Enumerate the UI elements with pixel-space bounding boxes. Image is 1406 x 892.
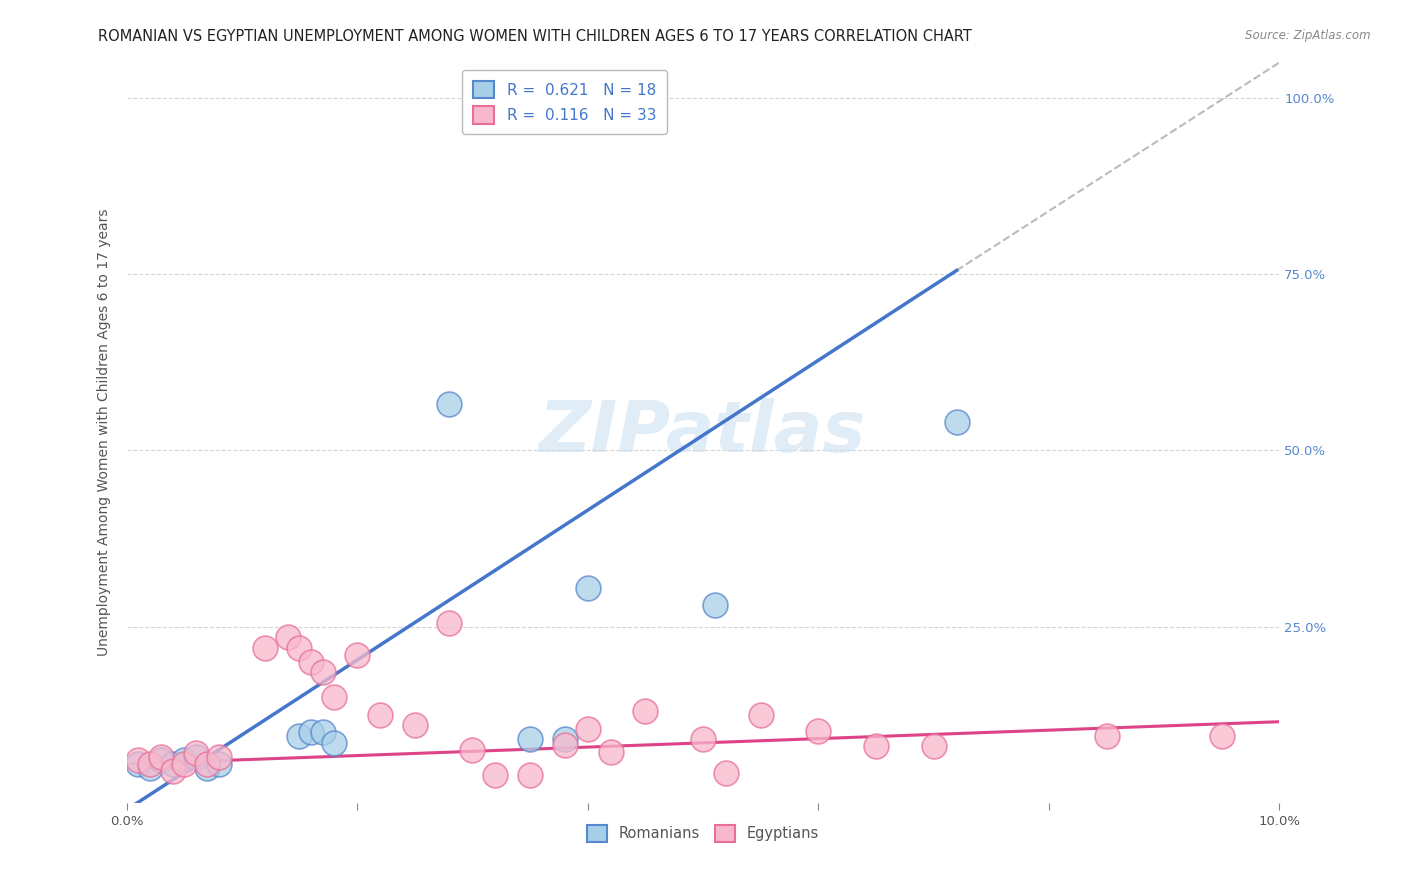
Point bbox=[404, 718, 426, 732]
Point bbox=[484, 767, 506, 781]
Point bbox=[299, 725, 322, 739]
Point bbox=[807, 723, 830, 738]
Point bbox=[138, 760, 160, 774]
Point bbox=[127, 757, 149, 772]
Point bbox=[945, 415, 967, 429]
Text: ZIPatlas: ZIPatlas bbox=[540, 398, 866, 467]
Point bbox=[288, 640, 311, 655]
Legend: Romanians, Egyptians: Romanians, Egyptians bbox=[581, 819, 825, 847]
Point bbox=[554, 732, 576, 747]
Point bbox=[1211, 729, 1233, 743]
Point bbox=[439, 615, 461, 630]
Point bbox=[692, 732, 714, 747]
Point bbox=[311, 725, 333, 739]
Point bbox=[162, 764, 184, 778]
Y-axis label: Unemployment Among Women with Children Ages 6 to 17 years: Unemployment Among Women with Children A… bbox=[97, 209, 111, 657]
Point bbox=[576, 581, 599, 595]
Point bbox=[288, 729, 311, 743]
Point bbox=[714, 766, 737, 780]
Point bbox=[253, 640, 276, 655]
Point bbox=[150, 750, 173, 764]
Point bbox=[922, 739, 945, 754]
Point bbox=[162, 757, 184, 772]
Point bbox=[703, 599, 725, 613]
Point bbox=[173, 757, 195, 772]
Point bbox=[173, 754, 195, 768]
Point bbox=[439, 397, 461, 411]
Point bbox=[554, 738, 576, 752]
Point bbox=[138, 757, 160, 772]
Point bbox=[461, 743, 484, 757]
Point bbox=[299, 655, 322, 669]
Point bbox=[195, 757, 218, 772]
Point bbox=[208, 757, 231, 772]
Point bbox=[519, 767, 541, 781]
Point bbox=[368, 707, 391, 722]
Point bbox=[195, 760, 218, 774]
Point bbox=[519, 732, 541, 747]
Point bbox=[346, 648, 368, 662]
Point bbox=[311, 665, 333, 680]
Point bbox=[323, 736, 346, 750]
Text: ROMANIAN VS EGYPTIAN UNEMPLOYMENT AMONG WOMEN WITH CHILDREN AGES 6 TO 17 YEARS C: ROMANIAN VS EGYPTIAN UNEMPLOYMENT AMONG … bbox=[98, 29, 973, 44]
Point bbox=[150, 754, 173, 768]
Point bbox=[1095, 729, 1118, 743]
Point bbox=[277, 630, 299, 644]
Point bbox=[599, 745, 621, 759]
Point bbox=[749, 707, 772, 722]
Point bbox=[865, 739, 887, 754]
Point bbox=[634, 704, 657, 718]
Text: Source: ZipAtlas.com: Source: ZipAtlas.com bbox=[1246, 29, 1371, 42]
Point bbox=[184, 747, 207, 761]
Point bbox=[208, 750, 231, 764]
Point bbox=[127, 754, 149, 768]
Point bbox=[323, 690, 346, 704]
Point bbox=[184, 750, 207, 764]
Point bbox=[576, 722, 599, 736]
